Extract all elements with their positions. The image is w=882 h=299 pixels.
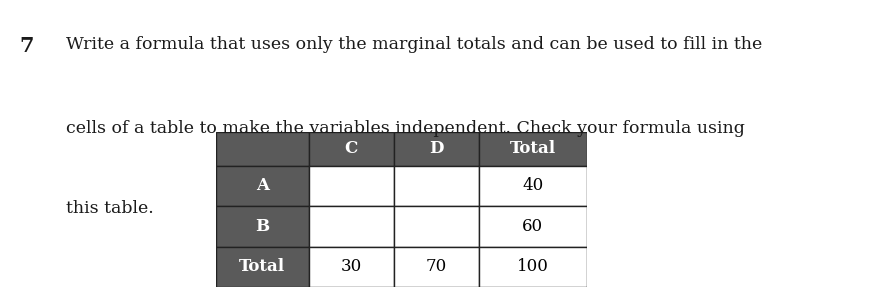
Text: Total: Total — [510, 140, 556, 157]
Text: Write a formula that uses only the marginal totals and can be used to fill in th: Write a formula that uses only the margi… — [66, 36, 762, 53]
Bar — [309, 206, 394, 247]
Text: 40: 40 — [522, 178, 543, 194]
Bar — [216, 206, 309, 247]
Text: C: C — [345, 140, 358, 157]
Bar — [394, 247, 479, 287]
Text: B: B — [255, 218, 270, 235]
Bar — [216, 247, 309, 287]
Text: 70: 70 — [426, 258, 447, 275]
Bar — [479, 206, 587, 247]
Bar — [394, 166, 479, 206]
Text: D: D — [430, 140, 444, 157]
Text: this table.: this table. — [66, 200, 153, 217]
Bar — [479, 132, 587, 166]
Text: Total: Total — [239, 258, 286, 275]
Text: cells of a table to make the variables independent. Check your formula using: cells of a table to make the variables i… — [66, 120, 745, 137]
Bar — [479, 166, 587, 206]
Bar — [216, 132, 309, 166]
Text: 100: 100 — [517, 258, 549, 275]
Text: A: A — [256, 178, 269, 194]
Bar — [309, 166, 394, 206]
Bar — [216, 166, 309, 206]
Text: 60: 60 — [522, 218, 543, 235]
Bar — [309, 132, 394, 166]
Bar — [309, 247, 394, 287]
Bar — [394, 206, 479, 247]
Text: 30: 30 — [340, 258, 362, 275]
Bar — [394, 132, 479, 166]
Text: 7: 7 — [19, 36, 34, 56]
Bar — [479, 247, 587, 287]
